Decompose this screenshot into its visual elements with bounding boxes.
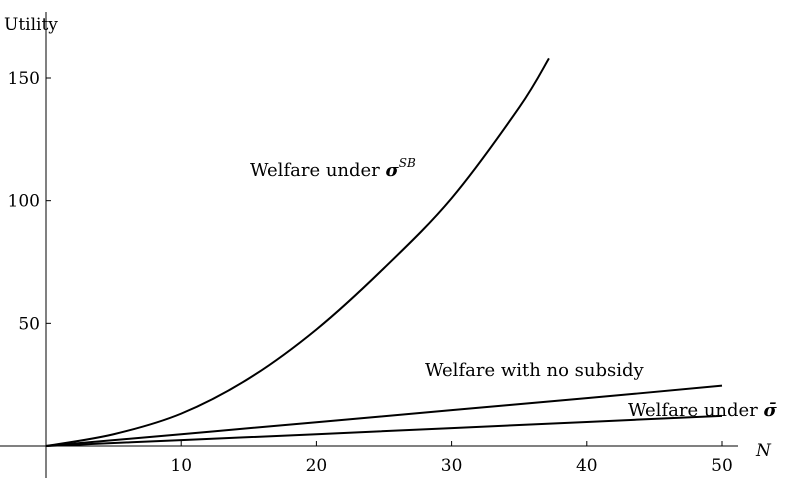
- annotation-no-subsidy: Welfare with no subsidy: [425, 360, 645, 381]
- series-line-no-subsidy: [45, 384, 723, 447]
- x-axis-label: N: [755, 441, 772, 461]
- ticks: 10 20 30 40 50 50 100 150: [8, 69, 733, 476]
- annotation-sb-prefix: Welfare under: [250, 160, 386, 181]
- x-tick-label: 50: [711, 456, 733, 476]
- annotation-sb-symbol: σ: [386, 160, 400, 181]
- x-tick-label: 20: [306, 456, 328, 476]
- x-tick-label: 10: [170, 456, 192, 476]
- annotation-sb: Welfare under σSB: [250, 156, 416, 181]
- annotation-bar-prefix: Welfare under: [628, 400, 764, 421]
- annotation-bar-symbol: σ̄: [764, 400, 778, 421]
- series-group: [45, 57, 723, 447]
- annotation-bar: Welfare under σ̄: [628, 400, 778, 421]
- series-line-sigma-bar: [45, 414, 723, 447]
- x-tick-label: 40: [576, 456, 598, 476]
- y-tick-label: 100: [8, 192, 40, 212]
- y-tick-label: 50: [18, 314, 40, 334]
- x-tick-label: 30: [441, 456, 463, 476]
- axes: Utility N: [0, 12, 772, 478]
- y-tick-label: 150: [8, 69, 40, 89]
- y-axis-label: Utility: [4, 15, 58, 35]
- annotations: Welfare under σSB Welfare with no subsid…: [250, 156, 778, 421]
- annotation-sb-superscript: SB: [399, 156, 416, 170]
- series-line-sb: [45, 57, 550, 447]
